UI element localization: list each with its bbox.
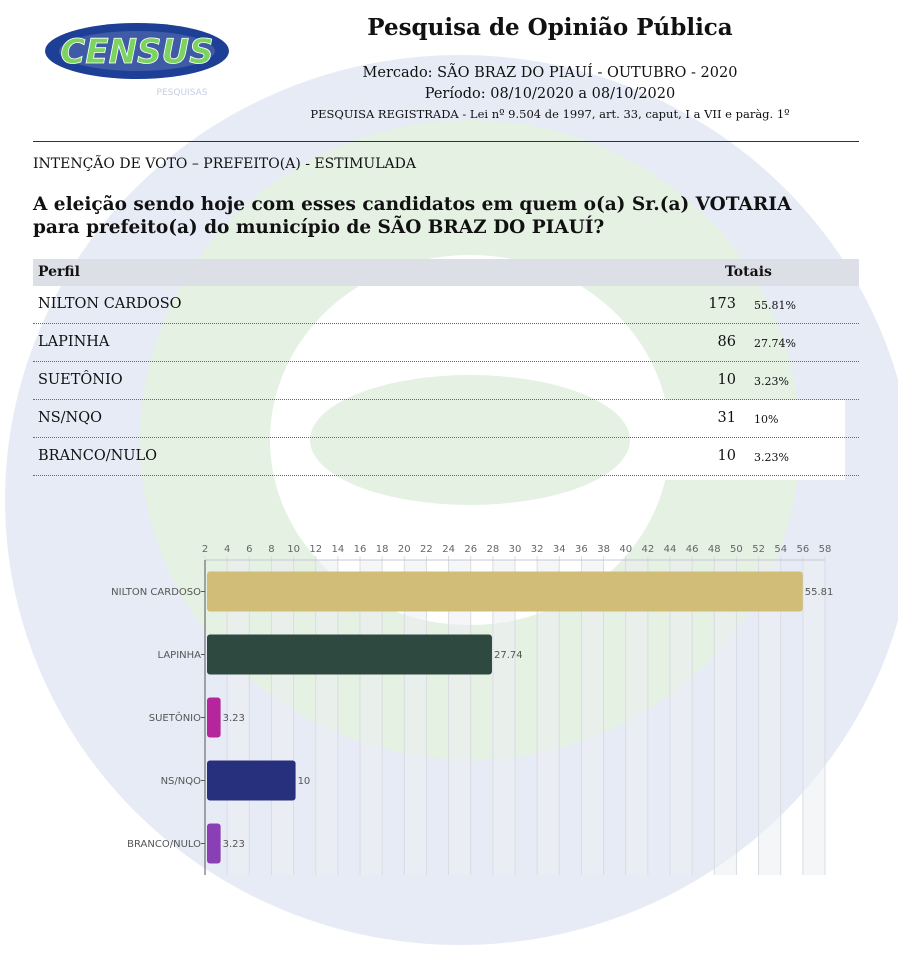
x-tick-label: 28	[486, 544, 499, 555]
x-tick-label: 46	[686, 544, 699, 555]
x-tick-label: 16	[354, 544, 367, 555]
x-tick-label: 2	[202, 544, 208, 555]
bar	[207, 571, 803, 612]
data-label: 27.74	[494, 650, 523, 661]
row-percent: 3.23%	[754, 451, 789, 464]
grid-band	[670, 560, 693, 875]
page-title: Pesquisa de Opinião Pública	[367, 14, 733, 41]
table-row: SUETÔNIO 10 3.23%	[33, 362, 859, 400]
section-title: INTENÇÃO DE VOTO – PREFEITO(A) - ESTIMUL…	[33, 156, 416, 172]
row-name: BRANCO/NULO	[38, 448, 158, 464]
row-count: 31	[717, 410, 736, 426]
registration-line: PESQUISA REGISTRADA - Lei nº 9.504 de 19…	[310, 107, 790, 121]
x-tick-label: 36	[575, 544, 588, 555]
data-label: 3.23	[223, 713, 245, 724]
x-tick-label: 6	[246, 544, 252, 555]
period-line: Período: 08/10/2020 a 08/10/2020	[424, 86, 676, 102]
x-tick-label: 32	[531, 544, 544, 555]
category-label: BRANCO/NULO	[127, 839, 201, 850]
x-tick-label: 40	[619, 544, 632, 555]
row-count: 173	[708, 296, 736, 312]
category-label: NILTON CARDOSO	[111, 587, 201, 598]
bar	[207, 634, 492, 675]
x-tick-label: 20	[398, 544, 411, 555]
grid-band	[492, 560, 515, 875]
x-tick-label: 22	[420, 544, 433, 555]
grid-band	[714, 560, 737, 875]
row-name: SUETÔNIO	[38, 372, 123, 388]
table-row: LAPINHA 86 27.74%	[33, 324, 859, 362]
row-name: NS/NQO	[38, 410, 102, 426]
x-tick-label: 26	[464, 544, 477, 555]
table-row: NILTON CARDOSO 173 55.81%	[33, 286, 859, 324]
category-label: LAPINHA	[158, 650, 202, 661]
x-tick-label: 14	[331, 544, 344, 555]
x-tick-label: 4	[224, 544, 230, 555]
data-label: 3.23	[223, 839, 245, 850]
data-label: 10	[298, 776, 311, 787]
row-percent: 3.23%	[754, 375, 789, 388]
x-tick-label: 58	[819, 544, 832, 555]
x-tick-label: 30	[509, 544, 522, 555]
x-tick-label: 56	[796, 544, 809, 555]
x-tick-label: 24	[442, 544, 455, 555]
row-count: 10	[717, 448, 736, 464]
x-tick-label: 44	[664, 544, 677, 555]
results-table: Perfil Totais NILTON CARDOSO 173 55.81% LAP…	[33, 259, 859, 476]
x-tick-label: 8	[268, 544, 274, 555]
x-tick-label: 54	[774, 544, 787, 555]
bar	[207, 760, 296, 801]
table-row: BRANCO/NULO 10 3.23%	[33, 438, 859, 476]
category-label: SUETÔNIO	[149, 711, 201, 724]
row-name: NILTON CARDOSO	[38, 296, 182, 312]
x-tick-label: 18	[376, 544, 389, 555]
grid-band	[537, 560, 560, 875]
row-percent: 10%	[754, 413, 779, 426]
bar	[207, 823, 221, 864]
x-tick-label: 10	[287, 544, 300, 555]
bar	[207, 697, 221, 738]
header-profile: Perfil	[38, 264, 80, 280]
vote-intention-chart: 2 4 6 8 10 12 14 16 18 20 22 24 26 28 30 32 34 36 38 40 42 44…	[111, 544, 834, 875]
market-line: Mercado: SÃO BRAZ DO PIAUÍ - OUTUBRO - 2…	[362, 65, 738, 81]
grid-band	[758, 560, 781, 875]
table-header: Perfil Totais	[33, 259, 859, 286]
logo-subtext: PESQUISAS	[157, 88, 208, 98]
row-percent: 27.74%	[754, 337, 796, 350]
row-percent: 55.81%	[754, 299, 796, 312]
header-divider	[33, 141, 859, 142]
census-logo: CENSUS PESQUISAS	[45, 23, 229, 98]
category-label: NS/NQO	[161, 776, 202, 787]
x-tick-label: 42	[641, 544, 654, 555]
logo-wordmark: CENSUS	[60, 32, 213, 72]
grid-band	[581, 560, 604, 875]
grid-band	[802, 560, 825, 875]
x-tick-label: 48	[708, 544, 721, 555]
x-tick-label: 38	[597, 544, 610, 555]
x-tick-label: 34	[553, 544, 566, 555]
header-totals: Totais	[725, 264, 772, 280]
row-count: 10	[717, 372, 736, 388]
x-tick-label: 52	[752, 544, 765, 555]
data-label: 55.81	[805, 587, 834, 598]
x-tick-label: 12	[309, 544, 322, 555]
row-name: LAPINHA	[38, 334, 110, 350]
row-count: 86	[717, 334, 736, 350]
grid-band	[625, 560, 648, 875]
x-tick-label: 50	[730, 544, 743, 555]
question-text: A eleição sendo hoje com esses candidato…	[33, 194, 792, 238]
table-row: NS/NQO 31 10%	[33, 400, 859, 438]
